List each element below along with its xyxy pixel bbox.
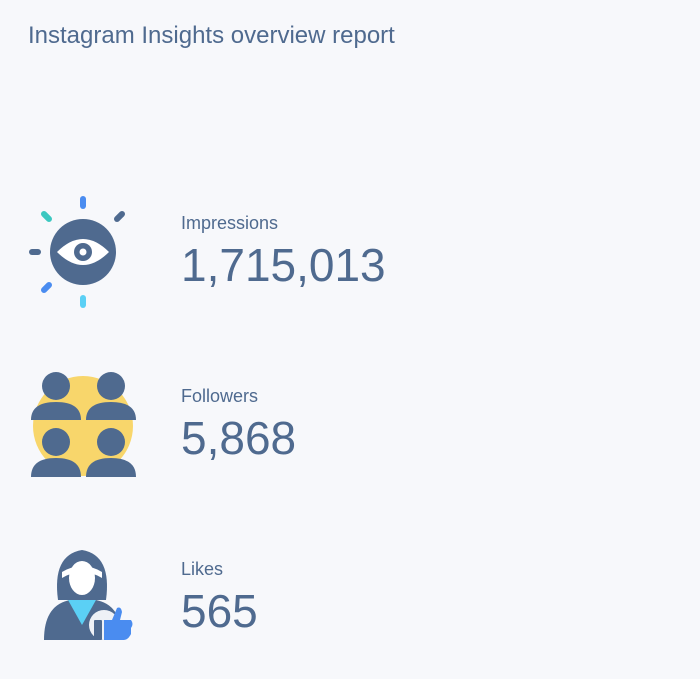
likes-icon (44, 550, 133, 640)
report-title: Instagram Insights overview report (28, 22, 395, 49)
metric-value: 5,868 (181, 412, 297, 464)
metric-label: Likes (181, 559, 224, 579)
metric-value: 1,715,013 (181, 239, 386, 291)
followers-icon (31, 372, 136, 477)
metric-label: Impressions (181, 213, 279, 233)
impressions-icon (29, 196, 125, 308)
metric-value: 565 (181, 585, 258, 637)
metric-label: Followers (181, 386, 259, 406)
